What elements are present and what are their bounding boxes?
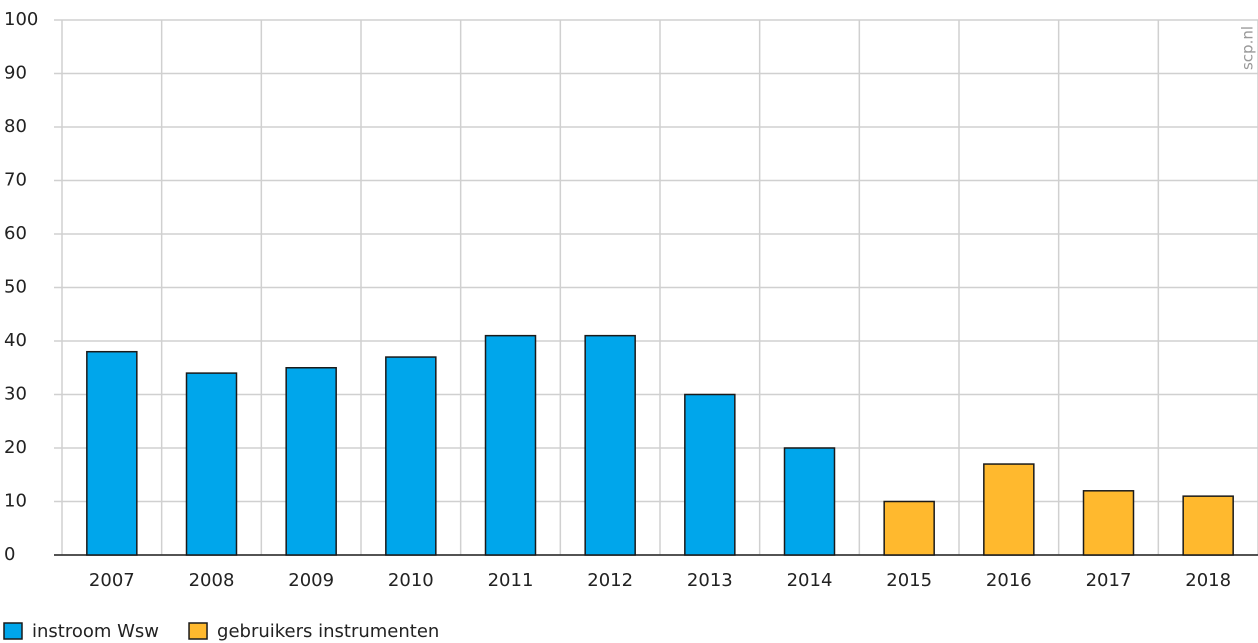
bar xyxy=(883,500,935,556)
bar xyxy=(584,334,636,556)
x-tick-label: 2013 xyxy=(687,570,733,591)
y-tick-label: 30 xyxy=(4,384,27,405)
bar xyxy=(185,372,238,556)
y-tick-label: 20 xyxy=(4,437,27,458)
bar xyxy=(1082,490,1135,556)
x-tick-label: 2012 xyxy=(587,570,633,591)
legend-swatch xyxy=(3,622,23,640)
x-tick-label: 2011 xyxy=(488,570,534,591)
x-tick-label: 2007 xyxy=(89,570,135,591)
legend-label: gebruikers instrumenten xyxy=(217,621,439,642)
x-tick-label: 2017 xyxy=(1086,570,1132,591)
y-tick-label: 90 xyxy=(4,63,27,84)
bar xyxy=(983,463,1035,556)
y-tick-label: 60 xyxy=(4,223,27,244)
legend-swatch xyxy=(188,622,208,640)
x-tick-label: 2008 xyxy=(189,570,235,591)
x-tick-label: 2014 xyxy=(787,570,833,591)
bar xyxy=(86,350,138,556)
x-tick-label: 2010 xyxy=(388,570,434,591)
x-tick-label: 2018 xyxy=(1185,570,1231,591)
bar xyxy=(285,367,337,556)
x-tick-label: 2015 xyxy=(886,570,932,591)
y-tick-label: 70 xyxy=(4,170,27,191)
y-tick-label: 0 xyxy=(4,544,15,565)
bar xyxy=(684,393,736,556)
y-tick-label: 10 xyxy=(4,491,27,512)
bar xyxy=(484,334,537,556)
legend-label: instroom Wsw xyxy=(32,621,159,642)
bar xyxy=(783,447,836,556)
y-tick-label: 40 xyxy=(4,330,27,351)
source: scp.nl xyxy=(1239,26,1257,70)
y-tick-label: 50 xyxy=(4,277,27,298)
bar xyxy=(1182,495,1234,556)
y-tick-label: 100 xyxy=(4,9,38,30)
bar xyxy=(385,356,437,556)
y-tick-label: 80 xyxy=(4,116,27,137)
x-tick-label: 2016 xyxy=(986,570,1032,591)
x-tick-label: 2009 xyxy=(288,570,334,591)
